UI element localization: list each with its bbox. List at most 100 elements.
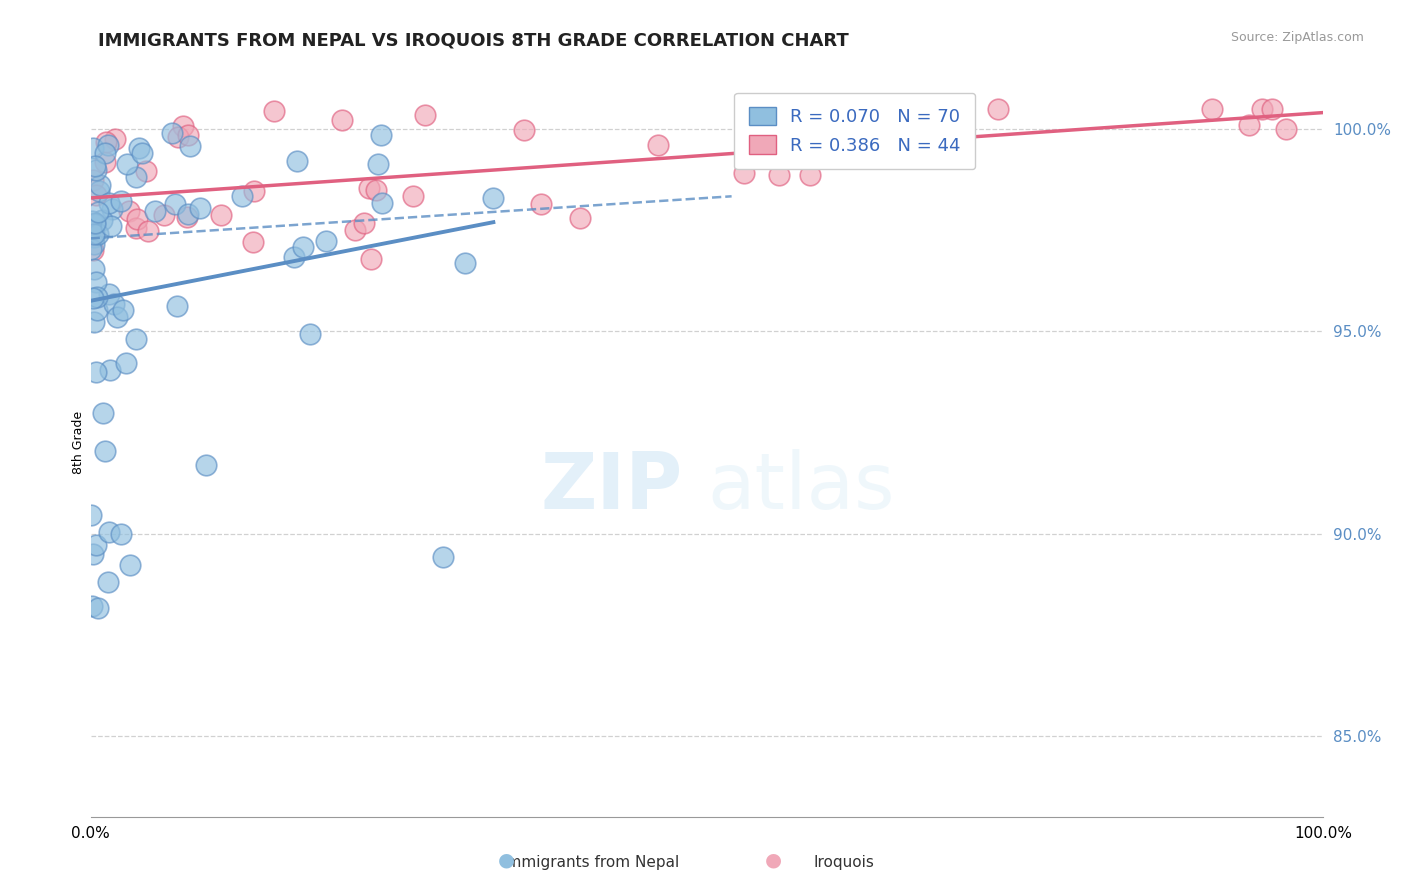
Point: [110, 194, 132, 209]
Point: [115, 157, 138, 171]
Point: [298, 327, 321, 342]
Point: [1239, 118, 1261, 132]
Y-axis label: 8th Grade: 8th Grade: [72, 411, 84, 475]
Text: Source: ZipAtlas.com: Source: ZipAtlas.com: [1230, 31, 1364, 45]
Point: [87, 205, 110, 219]
Point: [90, 212, 112, 227]
Point: [100, 219, 122, 234]
Point: [118, 558, 141, 572]
Point: [83, 261, 105, 276]
Point: [569, 211, 592, 226]
Point: [353, 216, 375, 230]
Point: [83, 229, 105, 244]
Point: [84, 188, 107, 202]
Point: [103, 297, 125, 311]
Point: [152, 208, 174, 222]
Point: [94, 146, 117, 161]
Point: [188, 201, 211, 215]
Point: [97, 195, 120, 210]
Point: [98, 287, 121, 301]
Point: [128, 140, 150, 154]
Point: [482, 191, 505, 205]
Point: [91, 406, 114, 420]
Point: [512, 122, 534, 136]
Point: [110, 526, 132, 541]
Text: IMMIGRANTS FROM NEPAL VS IROQUOIS 8TH GRADE CORRELATION CHART: IMMIGRANTS FROM NEPAL VS IROQUOIS 8TH GR…: [98, 31, 849, 49]
Point: [86, 162, 108, 177]
Point: [179, 139, 201, 153]
Point: [177, 128, 200, 143]
Point: [402, 189, 425, 203]
Point: [94, 443, 117, 458]
Point: [263, 103, 285, 118]
Point: [82, 173, 104, 187]
Point: [167, 129, 190, 144]
Point: [1261, 102, 1284, 116]
Point: [93, 155, 115, 169]
Point: [82, 599, 104, 614]
Point: [97, 574, 120, 589]
Point: [166, 299, 188, 313]
Point: [285, 154, 308, 169]
Point: [370, 128, 392, 142]
Point: [330, 112, 353, 127]
Point: [366, 183, 388, 197]
Legend: R = 0.070   N = 70, R = 0.386   N = 44: R = 0.070 N = 70, R = 0.386 N = 44: [734, 93, 976, 169]
Point: [145, 203, 167, 218]
Point: [432, 549, 454, 564]
Text: Immigrants from Nepal: Immigrants from Nepal: [502, 855, 679, 870]
Point: [176, 210, 198, 224]
Point: [83, 216, 105, 230]
Point: [118, 203, 141, 218]
Point: [125, 211, 148, 226]
Point: [112, 303, 135, 318]
Point: [80, 214, 103, 228]
Point: [86, 601, 108, 615]
Point: [163, 196, 186, 211]
Point: [82, 291, 104, 305]
Point: [172, 119, 194, 133]
Point: [231, 189, 253, 203]
Point: [768, 168, 790, 182]
Point: [283, 251, 305, 265]
Point: [1275, 122, 1298, 136]
Point: [124, 221, 146, 235]
Point: [84, 365, 107, 379]
Point: [101, 202, 124, 216]
Point: [242, 235, 264, 250]
Text: ●: ●: [498, 851, 515, 870]
Point: [195, 458, 218, 472]
Point: [413, 107, 436, 121]
Text: ●: ●: [765, 851, 782, 870]
Text: atlas: atlas: [707, 450, 894, 525]
Point: [84, 217, 107, 231]
Point: [315, 234, 337, 248]
Point: [80, 508, 103, 523]
Point: [94, 135, 117, 149]
Point: [86, 538, 108, 552]
Point: [891, 102, 914, 116]
Point: [530, 197, 553, 211]
Point: [131, 145, 153, 160]
Point: [733, 166, 755, 180]
Point: [97, 525, 120, 540]
Point: [887, 102, 910, 116]
Point: [1250, 102, 1272, 116]
Point: [89, 178, 111, 192]
Point: [987, 102, 1010, 116]
Point: [86, 275, 108, 289]
Point: [82, 243, 104, 257]
Point: [1201, 102, 1223, 116]
Point: [97, 138, 120, 153]
Point: [83, 315, 105, 329]
Point: [86, 303, 108, 318]
Point: [799, 168, 821, 182]
Point: [136, 224, 159, 238]
Text: ZIP: ZIP: [540, 450, 682, 525]
Point: [87, 184, 110, 198]
Point: [209, 209, 232, 223]
Point: [177, 207, 200, 221]
Point: [80, 227, 103, 242]
Point: [86, 290, 108, 304]
Point: [292, 240, 315, 254]
